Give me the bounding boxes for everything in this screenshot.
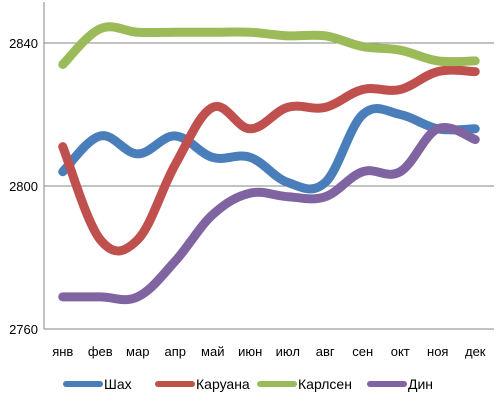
- x-tick-label: дек: [465, 344, 486, 359]
- legend-label: Каруана: [196, 376, 250, 392]
- x-tick-label: сен: [352, 344, 373, 359]
- x-tick-label: июл: [276, 344, 300, 359]
- y-tick-label: 2800: [9, 179, 38, 194]
- series-lines: [58, 22, 480, 305]
- series-line-3: [58, 22, 480, 69]
- y-tick-label: 2760: [9, 322, 38, 337]
- x-tick-label: июн: [238, 344, 262, 359]
- series-line-1: [58, 103, 480, 194]
- x-tick-label: фев: [88, 344, 113, 359]
- legend-label: Шах: [104, 376, 132, 392]
- x-tick-label: май: [201, 344, 224, 359]
- legend: Шах Каруана Карлсен Дин: [63, 376, 433, 392]
- x-tick-label: окт: [391, 344, 410, 359]
- x-tick-label: ноя: [427, 344, 448, 359]
- x-tick-label: авг: [316, 344, 335, 359]
- series-line-4: [58, 123, 480, 305]
- y-axis-ticks: 2760 2800 2840: [9, 36, 38, 337]
- legend-label: Карлсен: [298, 376, 352, 392]
- y-tick-label: 2840: [9, 36, 38, 51]
- series-line-2: [58, 65, 480, 256]
- gridlines: [44, 42, 494, 187]
- x-tick-label: апр: [165, 344, 187, 359]
- x-tick-label: мар: [126, 344, 149, 359]
- x-axis-ticks: янв фев мар апр май июн июл авг сен окт ноя дек: [52, 344, 486, 359]
- legend-label: Дин: [408, 376, 433, 392]
- x-tick-label: янв: [52, 344, 73, 359]
